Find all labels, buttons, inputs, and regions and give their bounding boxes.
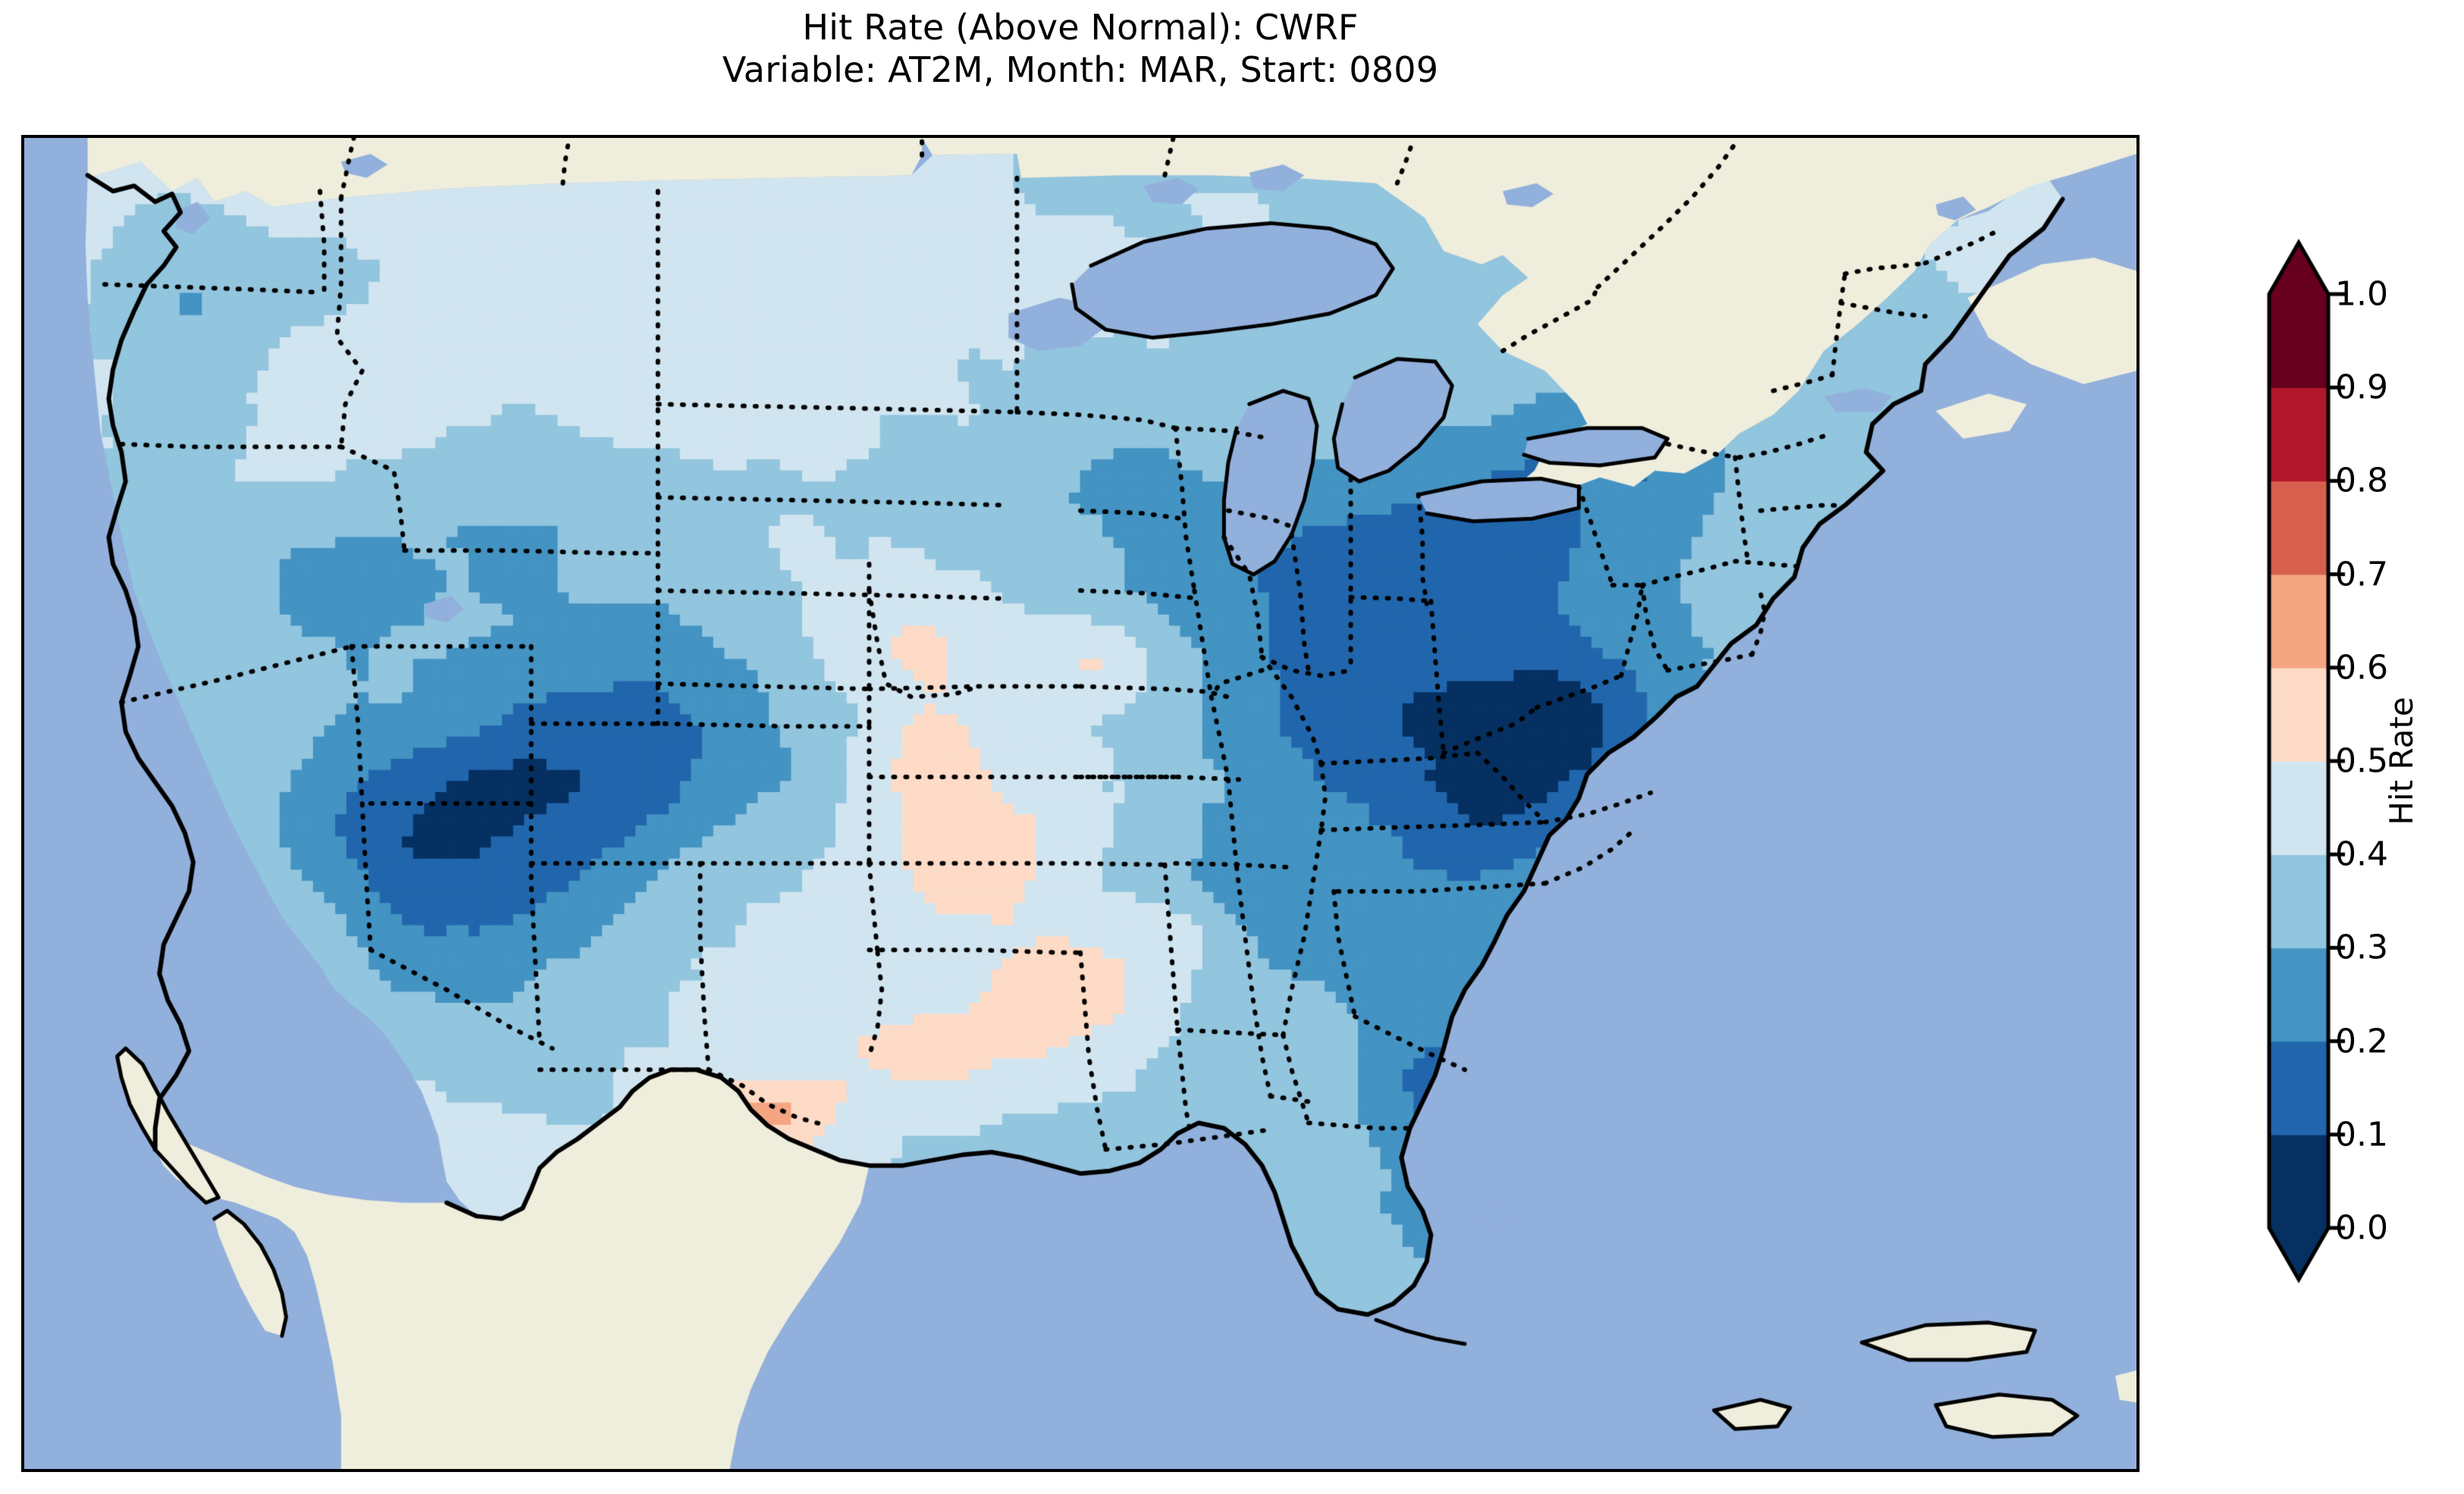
colorbar-gradient	[2256, 227, 2464, 1304]
colorbar-axis-label: Hit Rate	[2383, 697, 2420, 825]
map-plot-area	[21, 135, 2140, 1472]
colorbar-tick-0.6: 0.6	[2335, 648, 2388, 687]
title-line-1: Hit Rate (Above Normal): CWRF	[802, 7, 1359, 48]
colorbar: 0.0 0.1 0.2 0.3 0.4 0.5 0.6 0.7 0.8 0.9 1.0 Hit Ra…	[2256, 227, 2464, 1304]
colorbar-tick-0.7: 0.7	[2335, 555, 2388, 594]
colorbar-tick-0.8: 0.8	[2335, 461, 2388, 500]
colorbar-tick-0.9: 0.9	[2335, 368, 2388, 407]
colorbar-tick-0.5: 0.5	[2335, 741, 2388, 781]
colorbar-tick-0.2: 0.2	[2335, 1022, 2388, 1061]
colorbar-tick-1.0: 1.0	[2335, 274, 2388, 314]
colorbar-tick-0.0: 0.0	[2335, 1208, 2388, 1248]
colorbar-tick-0.3: 0.3	[2335, 928, 2388, 967]
title-line-2: Variable: AT2M, Month: MAR, Start: 0809	[722, 49, 1439, 91]
hit-rate-heatmap-canvas	[24, 138, 2136, 1469]
colorbar-tick-0.1: 0.1	[2335, 1115, 2388, 1154]
figure-title: Hit Rate (Above Normal): CWRF Variable: …	[0, 6, 2161, 91]
colorbar-tick-0.4: 0.4	[2335, 835, 2388, 874]
